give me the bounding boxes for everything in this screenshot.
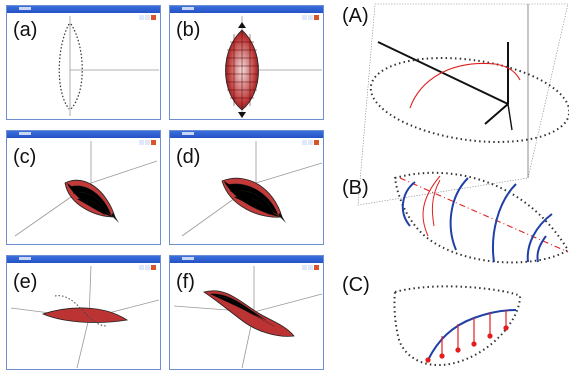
window-e: (e) bbox=[6, 255, 161, 370]
diagram-C bbox=[393, 285, 522, 367]
diagram-A bbox=[357, 3, 569, 206]
panel-label-e: (e) bbox=[13, 271, 38, 293]
panel-c-drawing bbox=[14, 141, 158, 237]
panel-b-drawing bbox=[225, 16, 322, 118]
panel-label-d: (d) bbox=[176, 146, 201, 168]
window-titlebar bbox=[7, 256, 160, 270]
panel-f-drawing bbox=[173, 266, 323, 369]
window-titlebar bbox=[7, 6, 160, 20]
panel-label-a: (a) bbox=[13, 19, 38, 41]
window-f: (f) bbox=[169, 255, 324, 370]
panel-label-c: (c) bbox=[13, 146, 37, 168]
window-a: (a) bbox=[6, 5, 161, 120]
panel-e-drawing bbox=[10, 265, 160, 369]
window-c: (c) bbox=[6, 130, 161, 245]
window-b: (b) bbox=[169, 5, 324, 120]
panel-a-drawing bbox=[58, 16, 159, 116]
window-titlebar bbox=[7, 131, 160, 145]
window-d: (d) bbox=[169, 130, 324, 245]
diagram-B bbox=[393, 171, 569, 264]
window-titlebar bbox=[170, 131, 323, 145]
panel-d-drawing bbox=[181, 141, 323, 237]
panel-label-f: (f) bbox=[176, 271, 195, 293]
panel-label-A: (A) bbox=[342, 5, 369, 27]
panel-label-b: (b) bbox=[176, 19, 201, 41]
panel-label-C: (C) bbox=[342, 274, 370, 296]
window-titlebar bbox=[170, 6, 323, 20]
window-titlebar bbox=[170, 256, 323, 270]
panel-label-B: (B) bbox=[342, 177, 369, 199]
